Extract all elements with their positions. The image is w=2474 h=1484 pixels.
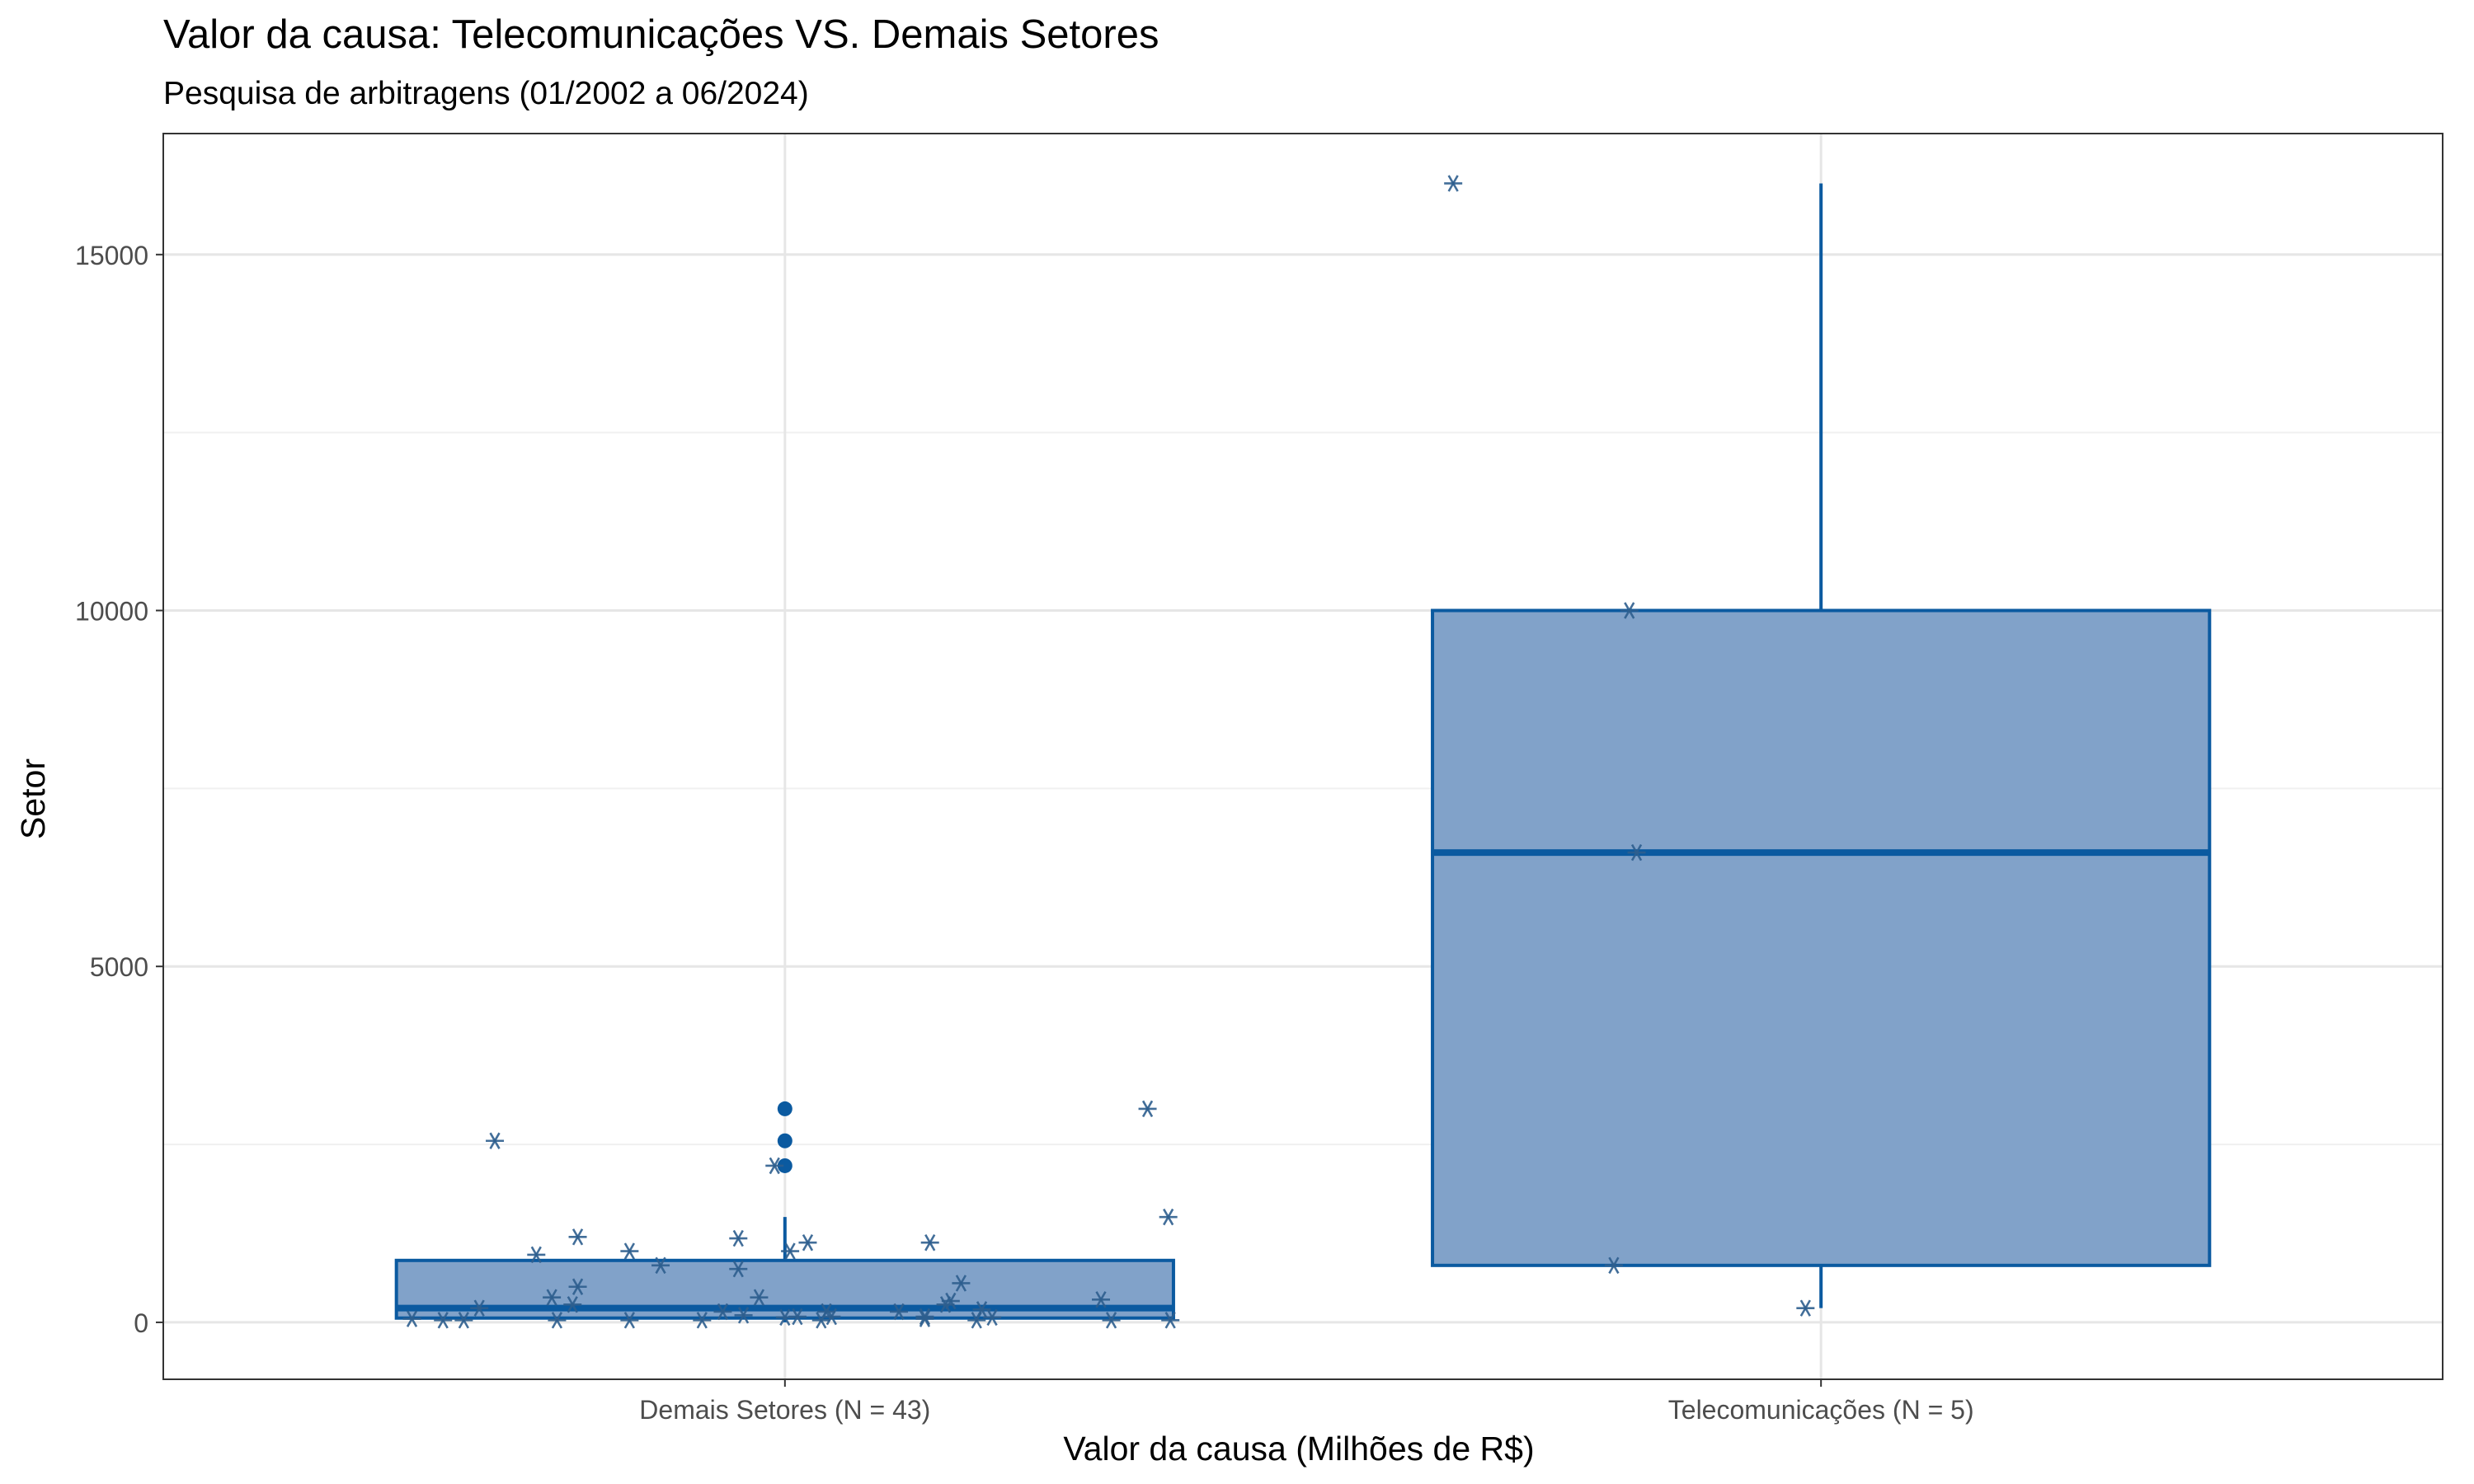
jitter-point xyxy=(568,1228,587,1246)
jitter-point xyxy=(543,1289,562,1306)
jitter-point xyxy=(1627,843,1646,862)
jitter-point xyxy=(781,1242,800,1260)
jitter-point xyxy=(1159,1208,1178,1226)
y-tick-label: 10000 xyxy=(75,596,148,626)
jitter-point xyxy=(470,1299,489,1317)
jitter-point xyxy=(1796,1299,1815,1317)
jitter-point xyxy=(434,1312,453,1329)
jitter-point xyxy=(620,1312,639,1329)
jitter-point xyxy=(486,1132,505,1149)
jitter-point xyxy=(765,1157,784,1175)
y-tick-label: 15000 xyxy=(75,241,148,270)
jitter-point xyxy=(548,1312,567,1329)
chart-title: Valor da causa: Telecomunicações VS. Dem… xyxy=(163,12,1159,57)
jitter-point xyxy=(890,1303,909,1321)
jitter-point xyxy=(750,1289,769,1306)
jitter-point xyxy=(983,1308,1002,1327)
x-tick-label: Demais Setores (N = 43) xyxy=(639,1395,930,1425)
plot-area: 0 5000 10000 15000 Demais Setores (N = 43) Te… xyxy=(75,133,2443,1425)
jitter-point xyxy=(563,1296,582,1313)
jitter-point xyxy=(1620,602,1639,619)
jitter-point xyxy=(620,1242,639,1260)
x-axis-title: Valor da causa (Milhões de R$) xyxy=(1063,1430,1534,1468)
jitter-point xyxy=(1161,1312,1180,1329)
jitter-point xyxy=(527,1246,546,1264)
plot-border xyxy=(162,133,2443,1380)
jitter-point xyxy=(1092,1291,1111,1308)
chart-subtitle: Pesquisa de arbitragens (01/2002 a 06/20… xyxy=(163,76,809,111)
jitter-point xyxy=(1138,1100,1157,1118)
jitter-point xyxy=(729,1229,748,1247)
jitter-point xyxy=(798,1234,817,1252)
jitter-point xyxy=(941,1292,960,1310)
jitter-point xyxy=(822,1308,841,1326)
jitter-point xyxy=(454,1312,473,1329)
x-tick-label: Telecomunicações (N = 5) xyxy=(1668,1395,1974,1425)
jitter-point xyxy=(915,1310,934,1327)
y-tick-label: 5000 xyxy=(90,952,148,982)
jitter-point xyxy=(713,1303,732,1321)
jitter-point xyxy=(568,1278,587,1295)
jitter-point xyxy=(952,1275,971,1292)
jitter-point xyxy=(693,1312,712,1329)
jitter-point xyxy=(920,1234,939,1252)
jitter-point xyxy=(1604,1256,1623,1275)
jitter-point xyxy=(651,1256,670,1275)
y-tick-label: 0 xyxy=(134,1308,148,1338)
jitter-point xyxy=(788,1308,807,1326)
jitter-point xyxy=(734,1307,753,1324)
jitter-point xyxy=(402,1310,421,1327)
outlier-point xyxy=(777,1133,793,1148)
outlier-point xyxy=(777,1158,793,1173)
outlier-point xyxy=(777,1101,793,1116)
jitter-point xyxy=(1444,175,1463,192)
jitter-point xyxy=(1102,1312,1121,1329)
jitter-point xyxy=(729,1260,748,1278)
box-iqr xyxy=(1431,608,2212,1267)
y-axis-title: Setor xyxy=(14,758,52,839)
